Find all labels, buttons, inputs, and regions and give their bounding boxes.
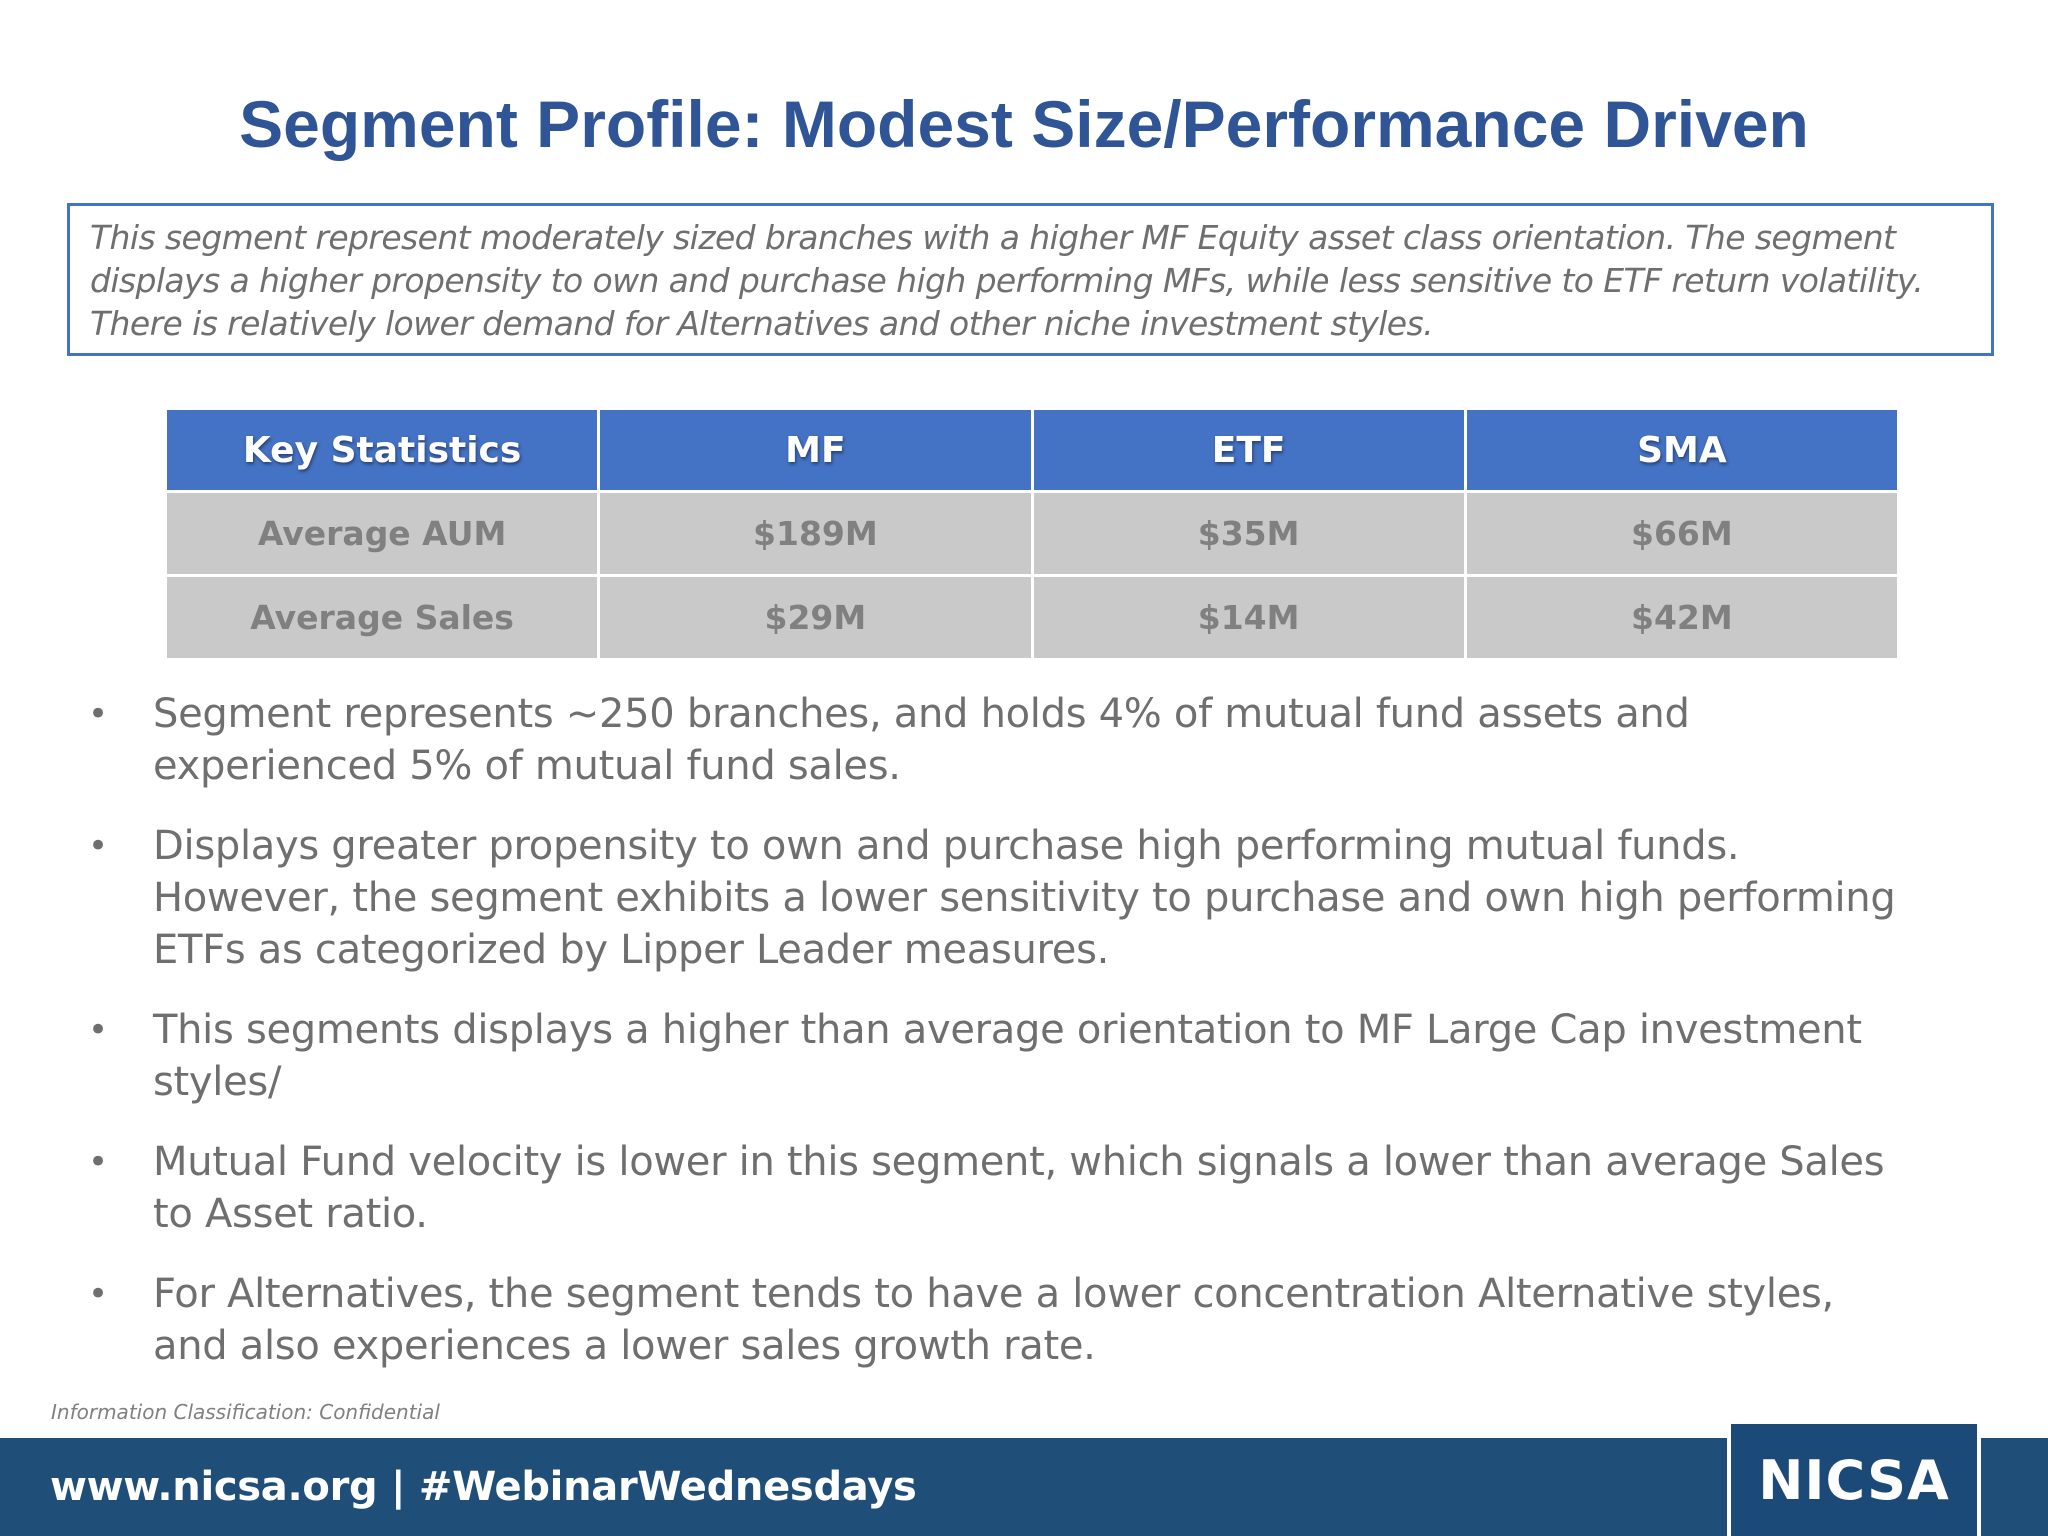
key-statistics-table: Key Statistics MF ETF SMA Average AUM $1… bbox=[163, 407, 1901, 661]
bullet-text-line: Mutual Fund velocity is lower in this se… bbox=[153, 1139, 1885, 1185]
bullet-text-line: Segment represents ~250 branches, and ho… bbox=[153, 691, 1690, 737]
table-cell: $14M bbox=[1030, 574, 1467, 661]
segment-summary-box: This segment represent moderately sized … bbox=[67, 203, 1994, 356]
summary-line: There is relatively lower demand for Alt… bbox=[90, 304, 1434, 343]
bullet-item: • Mutual Fund velocity is lower in this … bbox=[0, 1136, 1895, 1240]
header-etf: ETF bbox=[1030, 407, 1467, 493]
row-label: Average Sales bbox=[163, 574, 601, 661]
bullet-icon: • bbox=[88, 694, 109, 734]
footer-bar: www.nicsa.org | #WebinarWednesdays NICSA bbox=[0, 1424, 2048, 1536]
table-cell: $189M bbox=[597, 490, 1034, 577]
bullet-item: • This segments displays a higher than a… bbox=[0, 1004, 1895, 1108]
bullet-item: • Displays greater propensity to own and… bbox=[0, 820, 1896, 976]
footer-website-hashtag: www.nicsa.org | #WebinarWednesdays bbox=[50, 1464, 917, 1510]
table-cell: $29M bbox=[597, 574, 1034, 661]
bullet-text-line: and also experiences a lower sales growt… bbox=[153, 1323, 1096, 1369]
nicsa-logo: NICSA bbox=[1727, 1424, 1981, 1536]
table-row: Average Sales $29M $14M $42M bbox=[163, 574, 1901, 661]
header-mf: MF bbox=[597, 407, 1034, 493]
header-key-statistics: Key Statistics bbox=[163, 407, 601, 493]
bullet-text-line: experienced 5% of mutual fund sales. bbox=[153, 743, 901, 789]
bullet-text-line: For Alternatives, the segment tends to h… bbox=[153, 1271, 1834, 1317]
information-classification: Information Classification: Confidential bbox=[51, 1400, 440, 1424]
table-row: Average AUM $189M $35M $66M bbox=[163, 490, 1901, 577]
bullet-icon: • bbox=[88, 1010, 109, 1050]
table-cell: $66M bbox=[1463, 490, 1901, 577]
table-header-row: Key Statistics MF ETF SMA bbox=[163, 407, 1901, 493]
bullet-icon: • bbox=[88, 1274, 109, 1314]
header-sma: SMA bbox=[1463, 407, 1901, 493]
table-cell: $35M bbox=[1030, 490, 1467, 577]
bullet-list: • Segment represents ~250 branches, and … bbox=[0, 688, 1896, 1400]
bullet-text-line: However, the segment exhibits a lower se… bbox=[153, 875, 1896, 921]
nicsa-logo-text: NICSA bbox=[1758, 1448, 1950, 1512]
summary-line: This segment represent moderately sized … bbox=[90, 218, 1896, 257]
bullet-text-line: styles/ bbox=[153, 1059, 282, 1105]
bullet-text-line: Displays greater propensity to own and p… bbox=[153, 823, 1740, 869]
bullet-text-line: to Asset ratio. bbox=[153, 1191, 428, 1237]
bullet-icon: • bbox=[88, 826, 109, 866]
slide-title: Segment Profile: Modest Size/Performance… bbox=[239, 87, 1809, 161]
bullet-item: • Segment represents ~250 branches, and … bbox=[0, 688, 1895, 792]
bullet-text-line: This segments displays a higher than ave… bbox=[153, 1007, 1862, 1053]
table-cell: $42M bbox=[1463, 574, 1901, 661]
row-label: Average AUM bbox=[163, 490, 601, 577]
summary-line: displays a higher propensity to own and … bbox=[90, 261, 1924, 300]
bullet-text-line: ETFs as categorized by Lipper Leader mea… bbox=[153, 927, 1110, 973]
bullet-icon: • bbox=[88, 1142, 109, 1182]
bullet-item: • For Alternatives, the segment tends to… bbox=[0, 1268, 1895, 1372]
